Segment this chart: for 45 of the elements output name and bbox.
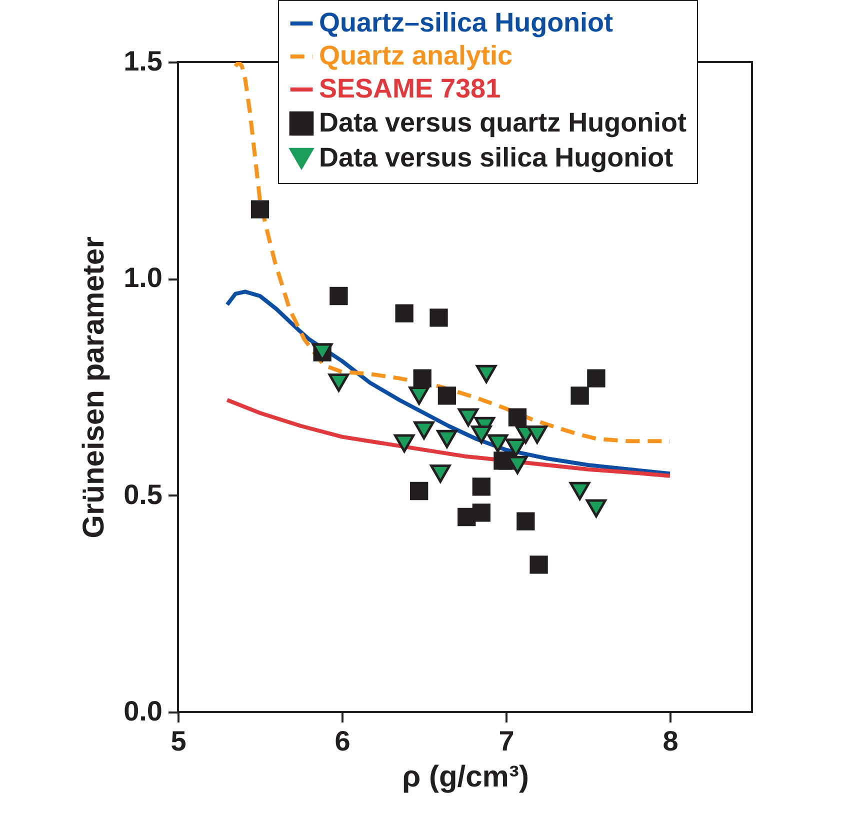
point — [436, 430, 458, 448]
x-tick-label: 6 — [334, 726, 350, 756]
point — [506, 438, 526, 457]
point — [430, 464, 451, 483]
point — [476, 364, 497, 384]
y-tick-label: 0.0 — [124, 696, 162, 726]
point — [408, 386, 430, 405]
point — [330, 286, 348, 306]
x-tick-label: 5 — [170, 726, 186, 756]
point — [413, 369, 432, 388]
point — [569, 482, 590, 500]
point — [438, 386, 456, 405]
point — [472, 504, 490, 522]
point — [394, 434, 415, 452]
point — [530, 556, 548, 574]
point — [328, 374, 350, 392]
point — [526, 426, 548, 444]
point — [516, 512, 535, 530]
point — [570, 386, 589, 405]
point — [487, 434, 508, 452]
point — [458, 408, 479, 426]
line-series — [225, 290, 672, 476]
y-tick-label: 1.0 — [124, 262, 162, 294]
point — [472, 478, 490, 496]
point — [587, 369, 606, 388]
y-tick-label: 1.5 — [124, 46, 162, 76]
y-axis-title: Grüneisen parameter — [78, 236, 111, 538]
point — [586, 499, 607, 518]
y-tick-label: 0.5 — [124, 478, 162, 510]
point — [395, 304, 414, 322]
x-tick-label: 8 — [662, 726, 678, 756]
legend-label: Data versus silica Hugoniot — [319, 142, 674, 172]
legend-label: Data versus quartz Hugoniot — [319, 108, 687, 138]
x-tick-label: 7 — [498, 726, 514, 756]
point — [410, 482, 428, 500]
legend-label: Quartz–silica Hugoniot — [319, 8, 614, 38]
legend-label: Quartz analytic — [319, 40, 513, 70]
x-axis-title: ρ (g/cm³) — [402, 760, 529, 794]
point — [250, 200, 270, 218]
point — [430, 308, 448, 327]
line-series — [225, 398, 672, 478]
point — [508, 408, 527, 426]
point — [414, 421, 434, 440]
legend-label: SESAME 7381 — [319, 74, 501, 104]
point — [471, 426, 492, 444]
